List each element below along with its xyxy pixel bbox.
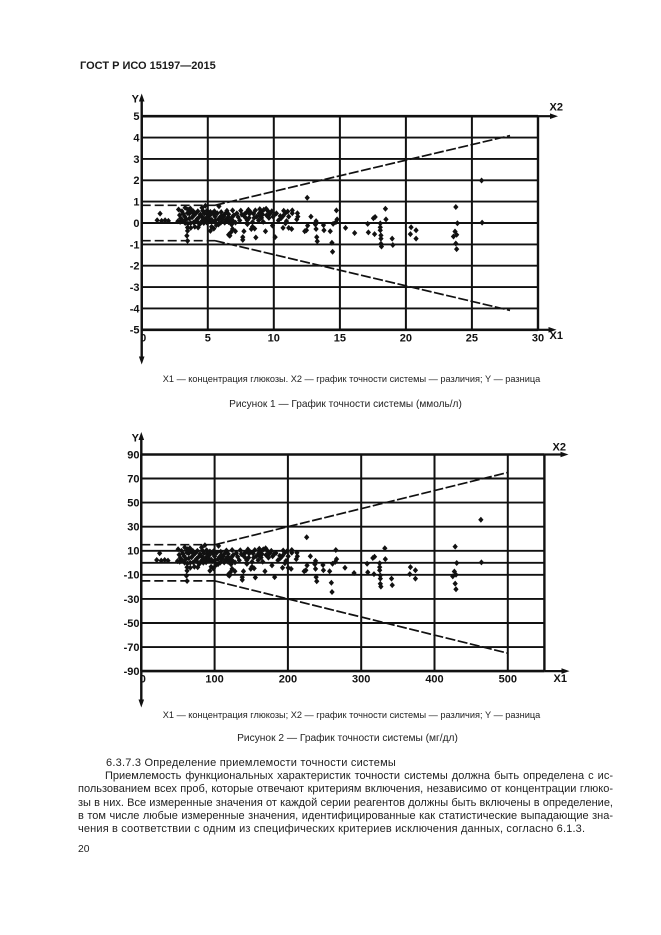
svg-text:Y: Y bbox=[132, 94, 140, 106]
svg-text:50: 50 bbox=[127, 498, 139, 510]
svg-text:Y: Y bbox=[132, 433, 140, 445]
svg-text:-30: -30 bbox=[124, 594, 140, 606]
svg-text:4: 4 bbox=[133, 133, 140, 145]
svg-text:-70: -70 bbox=[124, 642, 140, 654]
svg-text:10: 10 bbox=[127, 546, 139, 558]
svg-text:3: 3 bbox=[133, 154, 139, 166]
svg-text:X2: X2 bbox=[550, 102, 563, 114]
svg-text:-5: -5 bbox=[130, 325, 140, 337]
svg-text:200: 200 bbox=[279, 674, 297, 686]
svg-text:X1: X1 bbox=[554, 673, 567, 685]
svg-text:0: 0 bbox=[140, 332, 146, 344]
svg-text:30: 30 bbox=[532, 332, 544, 344]
svg-text:5: 5 bbox=[133, 111, 139, 123]
svg-text:X1: X1 bbox=[550, 330, 563, 342]
svg-text:-10: -10 bbox=[124, 570, 140, 582]
svg-text:X2: X2 bbox=[553, 442, 566, 454]
svg-text:90: 90 bbox=[127, 449, 139, 461]
svg-text:25: 25 bbox=[466, 332, 478, 344]
svg-text:70: 70 bbox=[127, 473, 139, 485]
svg-text:2: 2 bbox=[133, 175, 139, 187]
svg-text:100: 100 bbox=[205, 674, 223, 686]
svg-text:10: 10 bbox=[268, 332, 280, 344]
svg-text:5: 5 bbox=[205, 332, 211, 344]
svg-text:-3: -3 bbox=[130, 282, 140, 294]
svg-text:30: 30 bbox=[127, 522, 139, 534]
svg-text:300: 300 bbox=[352, 674, 370, 686]
svg-text:0: 0 bbox=[133, 218, 139, 230]
svg-text:20: 20 bbox=[400, 332, 412, 344]
svg-text:-1: -1 bbox=[130, 239, 140, 251]
svg-text:500: 500 bbox=[499, 674, 517, 686]
svg-text:1: 1 bbox=[133, 197, 139, 209]
svg-text:0: 0 bbox=[140, 674, 146, 686]
svg-text:15: 15 bbox=[334, 332, 346, 344]
svg-text:-90: -90 bbox=[124, 666, 140, 678]
svg-text:-2: -2 bbox=[130, 261, 140, 273]
svg-text:400: 400 bbox=[425, 674, 443, 686]
svg-text:-4: -4 bbox=[130, 303, 141, 315]
svg-text:-50: -50 bbox=[124, 618, 140, 630]
